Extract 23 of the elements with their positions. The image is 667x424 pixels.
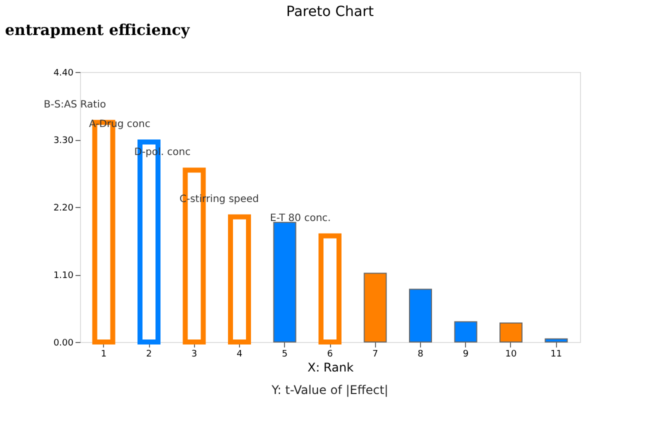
annotation: B-S:AS Ratio bbox=[44, 99, 106, 110]
chart-title: Pareto Chart bbox=[286, 4, 374, 20]
x-tick-label: 3 bbox=[191, 350, 198, 360]
x-tick-label: 10 bbox=[505, 350, 517, 360]
y-tick-label: 0.00 bbox=[53, 338, 74, 348]
x-tick-label: 5 bbox=[282, 350, 288, 360]
x-tick-label: 8 bbox=[418, 350, 424, 360]
y-tick-label: 4.40 bbox=[53, 68, 74, 78]
annotation: A-Drug conc bbox=[89, 118, 150, 130]
x-tick-label: 7 bbox=[372, 350, 378, 360]
y-tick-label: 3.30 bbox=[53, 136, 74, 146]
x-tick-label: 2 bbox=[146, 350, 152, 360]
x-tick-label: 11 bbox=[550, 350, 562, 360]
x-tick-label: 4 bbox=[236, 350, 243, 360]
text: Y: t-Value of |Effect| bbox=[270, 383, 388, 397]
x-tick-label: 1 bbox=[100, 350, 107, 360]
x-axis-title: X: Rank bbox=[307, 360, 354, 374]
text: entrapment efficiency bbox=[5, 21, 191, 39]
x-tick-label: 6 bbox=[327, 350, 334, 360]
y-tick-label: 2.20 bbox=[53, 204, 74, 214]
x-tick-label: 9 bbox=[462, 350, 469, 360]
annotation: E-T 80 conc. bbox=[270, 212, 331, 224]
y-tick-label: 1.10 bbox=[53, 271, 74, 281]
